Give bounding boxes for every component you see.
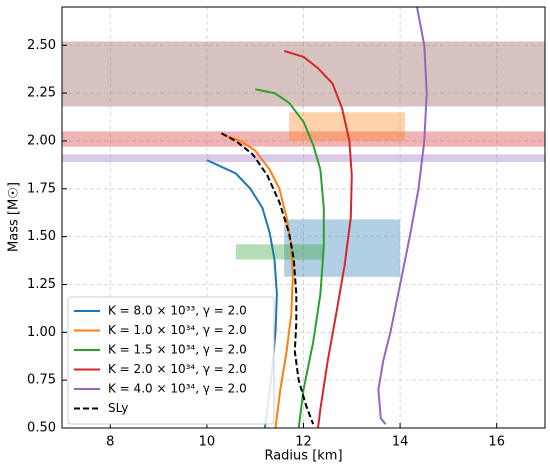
x-tick-label: 12 xyxy=(295,435,312,450)
y-tick-label: 1.25 xyxy=(27,277,56,292)
x-tick-label: 16 xyxy=(488,435,505,450)
legend-label: K = 8.0 × 10³³, γ = 2.0 xyxy=(108,304,247,318)
y-tick-label: 1.75 xyxy=(27,181,56,196)
band xyxy=(62,154,545,163)
x-tick-label: 10 xyxy=(199,435,216,450)
box-region xyxy=(235,244,323,260)
band xyxy=(62,41,545,107)
y-tick-label: 0.50 xyxy=(27,421,56,436)
legend-label: SLy xyxy=(108,401,128,415)
series-line xyxy=(220,132,315,425)
series-line xyxy=(377,7,428,425)
y-tick-label: 2.50 xyxy=(27,38,56,53)
legend-box xyxy=(67,296,275,425)
legend-label: K = 4.0 × 10³⁴, γ = 2.0 xyxy=(108,382,247,396)
y-tick-label: 1.50 xyxy=(27,229,56,244)
y-tick-label: 2.25 xyxy=(27,86,56,101)
x-axis-label: Radius [km] xyxy=(264,449,342,464)
y-tick-label: 1.00 xyxy=(27,325,56,340)
y-tick-label: 2.00 xyxy=(27,133,56,148)
box-region xyxy=(284,219,401,277)
x-tick-label: 14 xyxy=(392,435,409,450)
legend-label: K = 2.0 × 10³⁴, γ = 2.0 xyxy=(108,362,247,376)
y-tick-label: 0.75 xyxy=(27,373,56,388)
legend-label: K = 1.5 × 10³⁴, γ = 2.0 xyxy=(108,343,247,357)
legend-label: K = 1.0 × 10³⁴, γ = 2.0 xyxy=(108,323,247,337)
x-tick-label: 8 xyxy=(106,435,114,450)
series-line xyxy=(223,134,294,428)
y-axis-label: Mass [M☉] xyxy=(7,182,22,252)
series-line xyxy=(255,88,325,428)
series-line xyxy=(283,50,353,428)
